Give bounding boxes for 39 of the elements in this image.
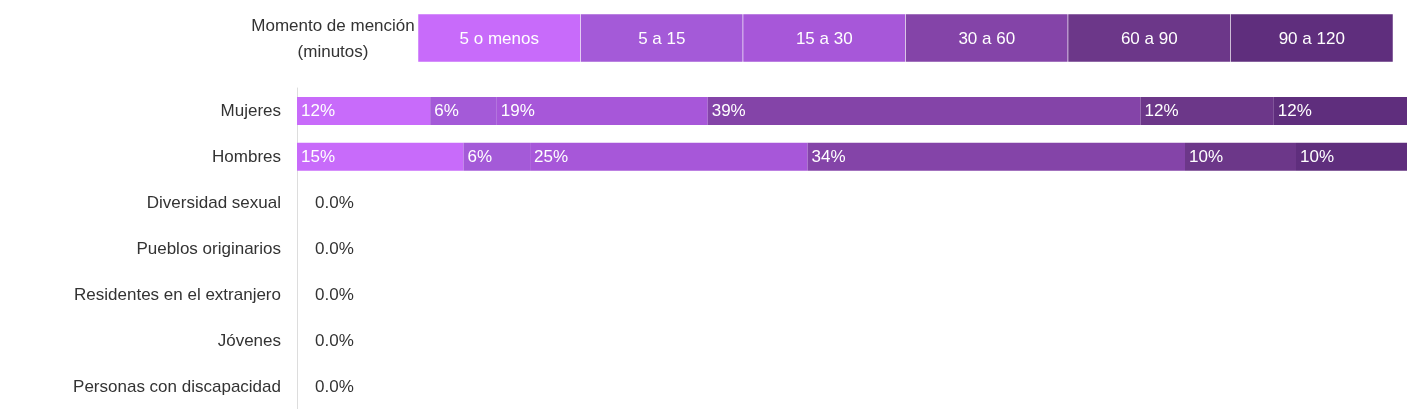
y-tick-label: Hombres (212, 147, 281, 167)
bar (1185, 142, 1296, 171)
bar (707, 96, 1141, 125)
data-label: 0.0% (315, 330, 354, 350)
data-label: 19% (500, 101, 535, 121)
data-label: 0.0% (315, 193, 354, 213)
data-label: 0.0% (315, 239, 354, 258)
data-label: 12% (1144, 101, 1179, 121)
data-label: 12% (1277, 101, 1312, 121)
bar (807, 142, 1185, 171)
data-label: 10% (1189, 147, 1224, 167)
text: 15 a 30 (795, 28, 853, 48)
bar (1273, 96, 1407, 125)
text: 30 a 60 (958, 28, 1016, 48)
data-label: 10% (1300, 147, 1335, 167)
data-label: 6% (467, 147, 493, 167)
text: 5 o menos (459, 28, 539, 48)
data-label: 39% (711, 101, 746, 121)
y-tick-label: Diversidad sexual (146, 193, 281, 213)
text: 90 a 120 (1278, 28, 1345, 48)
data-label: 0.0% (315, 376, 354, 396)
y-tick-label: Residentes en el extranjero (74, 284, 281, 304)
data-label: 15% (301, 147, 336, 167)
legend-title: Momento de mención (minutos) (251, 15, 415, 61)
text: 60 a 90 (1120, 28, 1178, 48)
data-label: 6% (434, 101, 459, 121)
y-tick-label: Mujeres (220, 101, 281, 121)
bar (297, 142, 464, 171)
data-label: 25% (534, 147, 569, 167)
y-tick-label: Pueblos originarios (136, 239, 281, 258)
bar (1140, 96, 1274, 125)
y-tick-label: Personas con discapacidad (73, 376, 281, 396)
bar (1296, 142, 1407, 171)
data-label: 34% (811, 147, 846, 167)
y-tick-label: Jóvenes (217, 330, 281, 350)
bar (297, 96, 431, 125)
text: 5 a 15 (638, 28, 686, 48)
data-label: 0.0% (315, 284, 354, 304)
data-label: 12% (301, 101, 336, 121)
